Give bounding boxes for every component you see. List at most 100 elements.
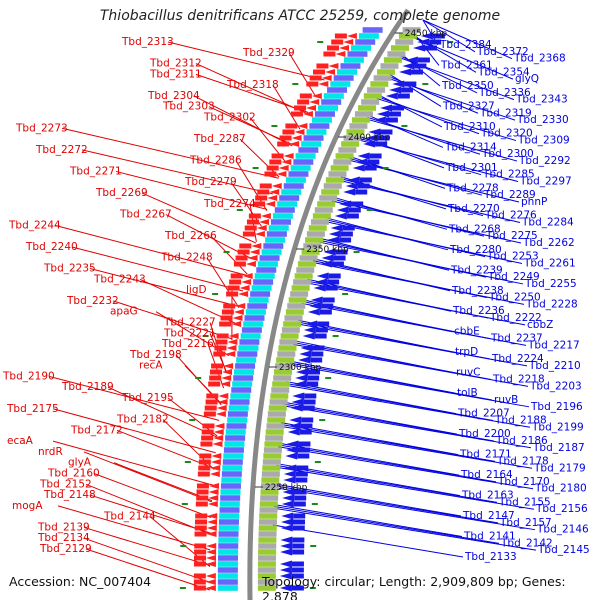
left-gene-label[interactable]: Tbd_2312 <box>149 58 202 70</box>
left-gene-label[interactable]: nrdR <box>38 446 63 458</box>
right-gene-label[interactable]: Tbd_2253 <box>486 251 539 263</box>
right-gene-label[interactable]: Tbd_2147 <box>462 510 515 522</box>
right-gene-label[interactable]: Tbd_2171 <box>459 449 512 461</box>
left-gene-label[interactable]: Tbd_2272 <box>35 144 88 156</box>
right-gene-label[interactable]: Tbd_2133 <box>464 551 517 563</box>
left-gene-label[interactable]: Tbd_2148 <box>43 489 96 501</box>
left-gene-label[interactable]: Tbd_2189 <box>61 381 114 393</box>
right-gene-label[interactable]: Tbd_2236 <box>452 305 505 317</box>
left-gene-label[interactable]: Tbd_2286 <box>189 155 242 167</box>
right-gene-label[interactable]: Tbd_2343 <box>515 94 568 106</box>
right-gene-label[interactable]: Tbd_2300 <box>481 148 534 160</box>
right-gene-label[interactable]: Tbd_2199 <box>531 421 584 433</box>
right-gene-label[interactable]: Tbd_2163 <box>461 490 514 502</box>
left-gene-label[interactable]: Tbd_2139 <box>37 521 90 533</box>
right-gene-label[interactable]: Tbd_2384 <box>439 39 492 51</box>
left-gene-label[interactable]: Tbd_2144 <box>103 511 156 523</box>
right-gene-label[interactable]: Tbd_2278 <box>446 182 499 194</box>
left-gene-label[interactable]: apaG <box>110 306 138 318</box>
left-gene-label[interactable]: Tbd_2274 <box>203 198 256 210</box>
right-gene-label[interactable]: Tbd_2280 <box>449 244 502 256</box>
right-gene-label[interactable]: Tbd_2255 <box>524 278 577 290</box>
left-gene-label[interactable]: Tbd_2240 <box>25 241 78 253</box>
right-gene-label[interactable]: Tbd_2284 <box>521 216 574 228</box>
left-gene-label[interactable]: Tbd_2198 <box>129 349 182 361</box>
right-gene-label[interactable]: Tbd_2320 <box>480 128 533 140</box>
right-gene-label[interactable]: trpD <box>455 346 478 358</box>
left-gene-label[interactable]: Tbd_2244 <box>8 219 61 231</box>
left-gene-label[interactable]: Tbd_2152 <box>39 478 92 490</box>
right-gene-label[interactable]: Tbd_2224 <box>491 353 544 365</box>
right-gene-label[interactable]: Tbd_2361 <box>440 59 493 71</box>
left-gene-label[interactable]: Tbd_2195 <box>121 392 174 404</box>
left-gene-label[interactable]: mogA <box>12 500 43 512</box>
right-gene-label[interactable]: Tbd_2276 <box>484 210 537 222</box>
right-gene-label[interactable]: Tbd_2145 <box>537 544 590 556</box>
left-gene-label[interactable]: Tbd_2304 <box>147 90 200 102</box>
right-gene-label[interactable]: Tbd_2327 <box>442 100 495 112</box>
left-gene-label[interactable]: Tbd_2175 <box>6 403 59 415</box>
right-gene-label[interactable]: Tbd_2292 <box>518 155 571 167</box>
left-gene-label[interactable]: Tbd_2235 <box>43 263 96 275</box>
left-gene-label[interactable]: Tbd_2248 <box>160 252 213 264</box>
right-gene-label[interactable]: Tbd_2156 <box>535 503 588 515</box>
right-gene-label[interactable]: Tbd_2350 <box>441 80 494 92</box>
right-gene-label[interactable]: Tbd_2250 <box>488 292 541 304</box>
right-gene-label[interactable]: Tbd_2262 <box>522 237 575 249</box>
right-gene-label[interactable]: Tbd_2336 <box>478 87 531 99</box>
right-gene-label[interactable]: Tbd_2319 <box>479 107 532 119</box>
right-gene-label[interactable]: tolB <box>457 387 478 399</box>
right-gene-label[interactable]: Tbd_2146 <box>536 524 589 536</box>
left-gene-label[interactable]: Tbd_2287 <box>193 133 246 145</box>
right-gene-label[interactable]: Tbd_2239 <box>450 264 503 276</box>
left-gene-label[interactable]: glyA <box>68 457 92 469</box>
right-gene-label[interactable]: Tbd_2301 <box>445 162 498 174</box>
right-gene-label[interactable]: Tbd_2238 <box>451 285 504 297</box>
left-gene-label[interactable]: Tbd_2318 <box>226 79 279 91</box>
left-gene-label[interactable]: Tbd_2313 <box>121 36 174 48</box>
right-gene-label[interactable]: glyQ <box>515 73 539 85</box>
right-gene-label[interactable]: cbbZ <box>527 319 553 331</box>
right-gene-label[interactable]: cbbE <box>454 326 480 338</box>
left-gene-label[interactable]: Tbd_2227 <box>163 316 216 328</box>
left-gene-label[interactable]: Tbd_2271 <box>69 165 122 177</box>
right-gene-label[interactable]: Tbd_2354 <box>477 66 530 78</box>
right-gene-label[interactable]: Tbd_2142 <box>500 537 553 549</box>
right-gene-label[interactable]: Tbd_2261 <box>523 257 576 269</box>
left-gene-label[interactable]: Tbd_2221 <box>163 327 216 339</box>
left-gene-label[interactable]: Tbd_2216 <box>161 338 214 350</box>
left-gene-label[interactable]: Tbd_2267 <box>119 209 172 221</box>
right-gene-label[interactable]: Tbd_2270 <box>447 203 500 215</box>
right-gene-label[interactable]: Tbd_2222 <box>489 312 542 324</box>
right-gene-label[interactable]: Tbd_2210 <box>528 360 581 372</box>
left-gene-label[interactable]: Tbd_2303 <box>162 101 215 113</box>
right-gene-label[interactable]: Tbd_2228 <box>525 298 578 310</box>
right-gene-label[interactable]: Tbd_2372 <box>476 46 529 58</box>
right-gene-label[interactable]: ruvB <box>494 394 518 406</box>
left-gene-label[interactable]: Tbd_2160 <box>47 467 100 479</box>
right-gene-label[interactable]: Tbd_2179 <box>533 462 586 474</box>
right-gene-label[interactable]: Tbd_2155 <box>498 496 551 508</box>
right-gene-label[interactable]: Tbd_2368 <box>513 53 566 65</box>
right-gene-label[interactable]: Tbd_2217 <box>527 339 580 351</box>
right-gene-label[interactable]: Tbd_2196 <box>530 401 583 413</box>
left-gene-label[interactable]: Tbd_2269 <box>95 187 148 199</box>
right-gene-label[interactable]: ruvC <box>456 367 481 379</box>
right-gene-label[interactable]: Tbd_2249 <box>487 271 540 283</box>
right-gene-label[interactable]: Tbd_2268 <box>448 223 501 235</box>
left-gene-label[interactable]: ecaA <box>7 435 34 447</box>
right-gene-label[interactable]: Tbd_2289 <box>483 189 536 201</box>
left-gene-label[interactable]: Tbd_2329 <box>242 47 295 59</box>
right-gene-label[interactable]: phnP <box>521 196 547 208</box>
right-gene-label[interactable]: Tbd_2141 <box>463 531 516 543</box>
right-gene-label[interactable]: Tbd_2314 <box>444 141 497 153</box>
right-gene-label[interactable]: Tbd_2186 <box>495 435 548 447</box>
left-gene-label[interactable]: Tbd_2266 <box>164 230 217 242</box>
left-gene-label[interactable]: Tbd_2182 <box>116 414 169 426</box>
right-gene-label[interactable]: Tbd_2170 <box>497 476 550 488</box>
right-gene-label[interactable]: Tbd_2309 <box>517 135 570 147</box>
right-gene-label[interactable]: Tbd_2178 <box>496 455 549 467</box>
right-gene-label[interactable]: Tbd_2200 <box>458 428 511 440</box>
right-gene-label[interactable]: Tbd_2207 <box>457 408 510 420</box>
right-gene-label[interactable]: Tbd_2237 <box>490 333 543 345</box>
